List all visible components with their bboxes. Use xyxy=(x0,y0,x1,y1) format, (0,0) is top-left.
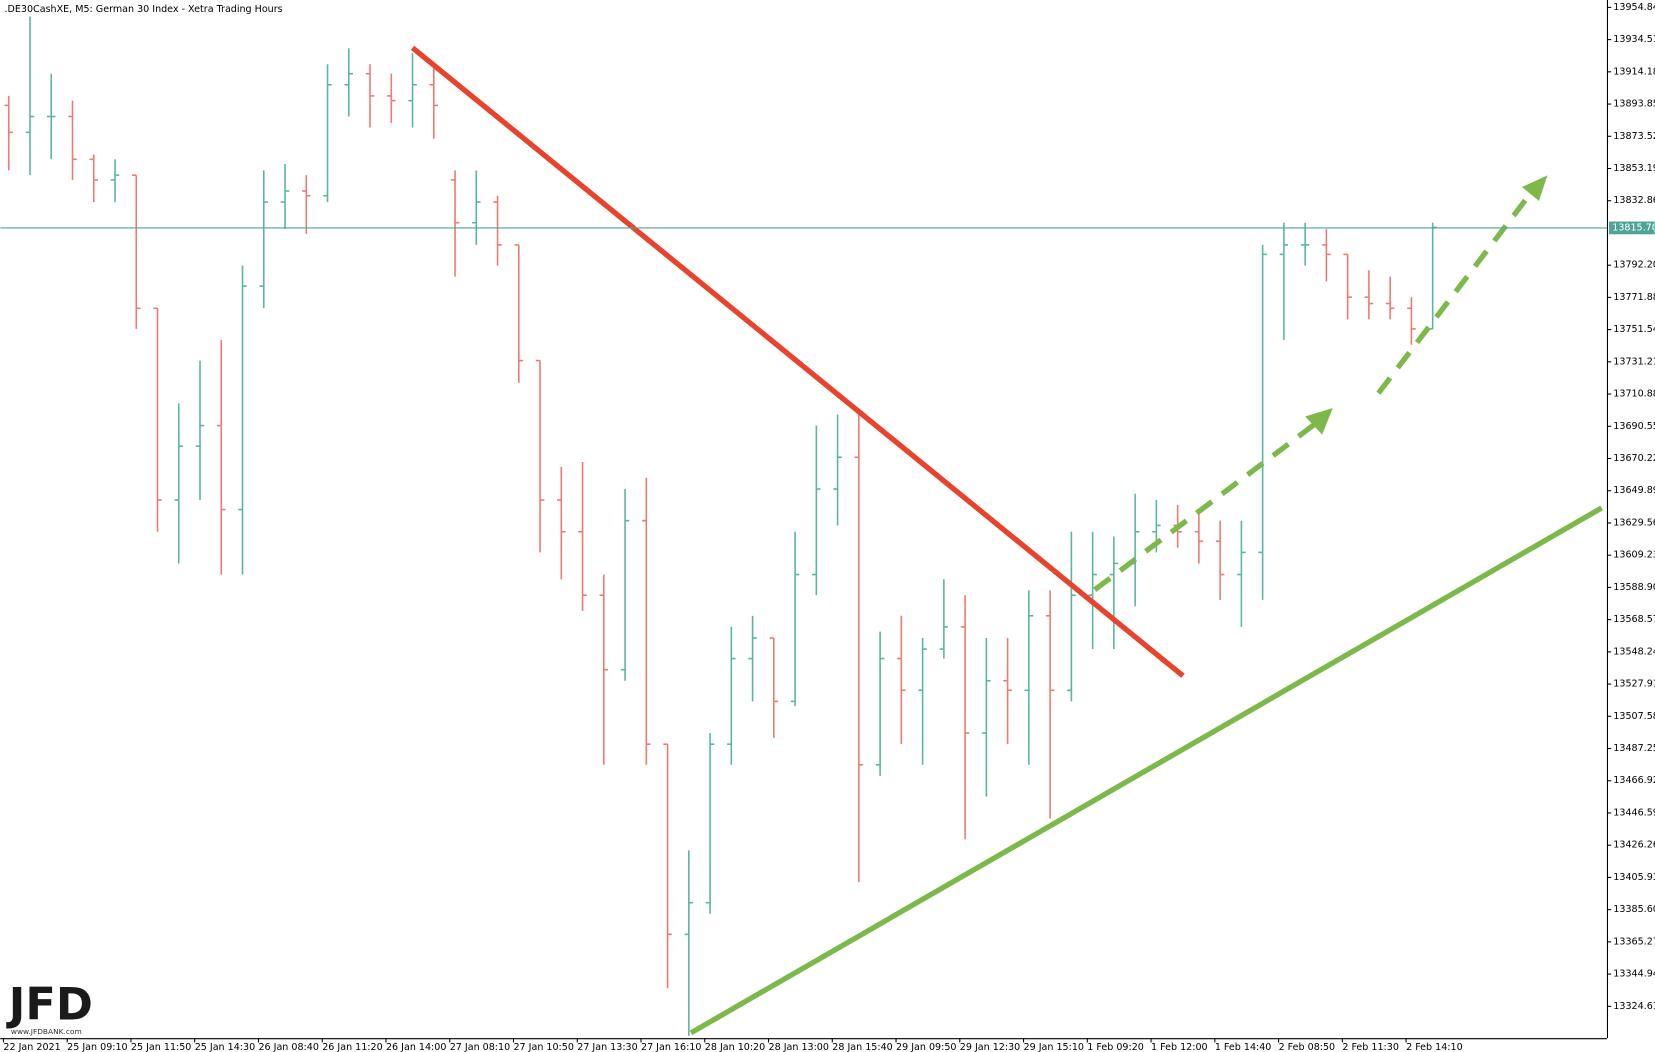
x-tick-label: 2 Feb 08:50 xyxy=(1279,1042,1336,1052)
logo-url: www.JFDBANK.com xyxy=(11,1027,82,1036)
x-tick-label: 2 Feb 11:30 xyxy=(1342,1042,1399,1052)
x-tick-label: 28 Jan 15:40 xyxy=(832,1042,892,1052)
y-tick-label: 13385.60 xyxy=(1613,904,1655,915)
y-tick-label: 13548.24 xyxy=(1613,646,1655,657)
trend-arrow xyxy=(1376,196,1530,395)
trend-arrow xyxy=(1093,422,1316,592)
x-tick-label: 27 Jan 13:30 xyxy=(577,1042,637,1052)
y-tick-label: 13527.91 xyxy=(1613,679,1655,690)
x-tick-label: 27 Jan 08:10 xyxy=(450,1042,510,1052)
y-tick-label: 13344.94 xyxy=(1613,969,1655,980)
y-tick-label: 13649.89 xyxy=(1613,485,1655,496)
x-tick-label: 28 Jan 13:00 xyxy=(769,1042,829,1052)
last-price-label: 13815.70 xyxy=(1612,222,1655,233)
support-line xyxy=(689,505,1603,1036)
x-tick-label: 1 Feb 14:40 xyxy=(1215,1042,1272,1052)
x-tick-label: 26 Jan 08:40 xyxy=(258,1042,318,1052)
y-tick-label: 13466.92 xyxy=(1613,775,1655,786)
y-tick-label: 13588.90 xyxy=(1613,582,1655,593)
x-tick-label: 25 Jan 14:30 xyxy=(195,1042,255,1052)
y-tick-label: 13507.58 xyxy=(1613,711,1655,722)
y-tick-label: 13771.88 xyxy=(1613,292,1655,303)
y-tick-label: 13710.88 xyxy=(1613,389,1655,400)
x-tick-label: 29 Jan 15:10 xyxy=(1024,1042,1084,1052)
y-tick-label: 13324.61 xyxy=(1613,1001,1655,1012)
bars xyxy=(4,16,1437,1036)
y-tick-label: 13446.59 xyxy=(1613,807,1655,818)
y-tick-label: 13568.57 xyxy=(1613,614,1655,625)
y-tick-label: 13690.55 xyxy=(1613,421,1655,432)
x-tick-label: 1 Feb 09:20 xyxy=(1087,1042,1144,1052)
y-tick-label: 13934.51 xyxy=(1613,34,1655,45)
y-tick-label: 13365.27 xyxy=(1613,936,1655,947)
chart-title: .DE30CashXE, M5: German 30 Index - Xetra… xyxy=(4,4,282,15)
y-tick-label: 13893.85 xyxy=(1613,99,1655,110)
logo: JFD xyxy=(6,978,93,1030)
x-tick-label: 26 Jan 14:00 xyxy=(386,1042,446,1052)
y-tick-label: 13832.86 xyxy=(1613,195,1655,206)
x-tick-label: 22 Jan 2021 xyxy=(3,1042,60,1052)
y-tick-label: 13670.22 xyxy=(1613,453,1655,464)
x-tick-label: 27 Jan 10:50 xyxy=(513,1042,573,1052)
y-tick-label: 13629.56 xyxy=(1613,517,1655,528)
x-tick-label: 26 Jan 11:20 xyxy=(322,1042,382,1052)
arrow-head xyxy=(1521,175,1548,201)
x-tick-label: 25 Jan 11:50 xyxy=(131,1042,191,1052)
x-tick-label: 28 Jan 10:20 xyxy=(705,1042,765,1052)
x-tick-label: 29 Jan 12:30 xyxy=(960,1042,1020,1052)
y-tick-label: 13751.54 xyxy=(1613,324,1655,335)
y-tick-label: 13954.84 xyxy=(1613,2,1655,13)
resistance-line xyxy=(410,45,1185,678)
y-tick-label: 13873.52 xyxy=(1613,131,1655,142)
x-tick-label: 25 Jan 09:10 xyxy=(67,1042,127,1052)
y-tick-label: 13792.20 xyxy=(1613,260,1655,271)
x-tick-label: 1 Feb 12:00 xyxy=(1151,1042,1208,1052)
y-tick-label: 13609.23 xyxy=(1613,550,1655,561)
y-tick-label: 13914.18 xyxy=(1613,66,1655,77)
arrow-head xyxy=(1305,408,1333,435)
x-tick-label: 27 Jan 16:10 xyxy=(641,1042,701,1052)
y-tick-label: 13731.21 xyxy=(1613,356,1655,367)
x-tick-label: 29 Jan 09:50 xyxy=(896,1042,956,1052)
last-price-box xyxy=(1609,221,1655,235)
y-tick-label: 13405.93 xyxy=(1613,872,1655,883)
y-tick-label: 13487.25 xyxy=(1613,743,1655,754)
y-tick-label: 13426.26 xyxy=(1613,840,1655,851)
x-tick-label: 2 Feb 14:10 xyxy=(1406,1042,1463,1052)
y-tick-label: 13853.19 xyxy=(1613,163,1655,174)
